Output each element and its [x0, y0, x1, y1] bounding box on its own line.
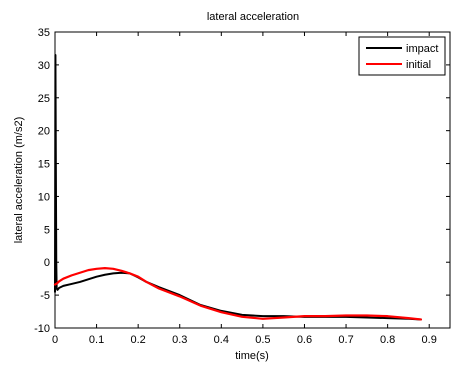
y-tick-label: 30	[38, 60, 50, 72]
y-tick-label: 20	[38, 126, 50, 138]
x-tick-label: 0	[52, 334, 58, 346]
x-tick-label: 0.5	[255, 334, 270, 346]
x-tick-label: 0.3	[172, 334, 187, 346]
chart-legend: impact initial	[358, 36, 446, 76]
y-tick-label: 0	[44, 257, 50, 269]
x-tick-label: 0.7	[338, 334, 353, 346]
legend-box	[358, 36, 446, 76]
x-tick-label: 0.4	[214, 334, 229, 346]
y-tick-label: -10	[34, 323, 50, 335]
y-tick-label: 10	[38, 191, 50, 203]
y-tick-label: -5	[40, 290, 50, 302]
series-line-initial	[53, 267, 422, 321]
x-axis-label: time(s)	[235, 350, 269, 362]
x-tick-label: 0.8	[380, 334, 395, 346]
series-layer	[53, 54, 422, 321]
legend-label-impact: impact	[406, 43, 438, 55]
x-tick-label: 0.6	[297, 334, 312, 346]
y-axis-label: lateral acceleration (m/s2)	[13, 117, 25, 244]
y-tick-label: 25	[38, 93, 50, 105]
y-tick-label: 15	[38, 159, 50, 171]
chart-title: lateral acceleration	[207, 11, 299, 23]
x-tick-label: 0.9	[422, 334, 437, 346]
x-axis-ticks: 0 0.1 0.2 0.3 0.4 0.5 0.6 0.7 0.8 0.9	[52, 32, 437, 346]
x-tick-label: 0.2	[131, 334, 146, 346]
plot-area	[54, 31, 451, 329]
y-tick-label: 5	[44, 224, 50, 236]
y-tick-label: 35	[38, 27, 50, 39]
legend-label-initial: initial	[406, 59, 431, 71]
x-tick-label: 0.1	[89, 334, 104, 346]
